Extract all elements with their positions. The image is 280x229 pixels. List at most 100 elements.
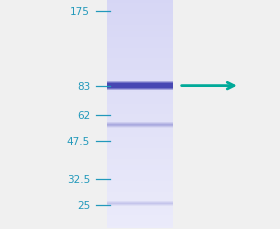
Bar [107, 206, 173, 207]
Bar [107, 112, 173, 113]
Bar [107, 71, 173, 73]
Bar [107, 11, 173, 13]
Bar [107, 124, 173, 125]
Bar [107, 89, 173, 90]
Bar [107, 204, 173, 205]
Bar [107, 210, 173, 211]
Bar [107, 59, 173, 60]
Bar [107, 218, 173, 220]
Text: 47.5: 47.5 [67, 137, 90, 147]
Bar [107, 119, 173, 120]
Bar [107, 128, 173, 129]
Bar [107, 226, 173, 228]
Bar [107, 6, 173, 7]
Bar [107, 21, 173, 22]
Bar [107, 66, 173, 67]
Bar [107, 19, 173, 21]
Bar [107, 27, 173, 29]
Bar [107, 87, 173, 88]
Bar [107, 130, 173, 131]
Bar [107, 216, 173, 218]
Bar [107, 99, 173, 100]
Bar [107, 91, 173, 92]
Bar [107, 34, 173, 35]
Bar [107, 69, 173, 70]
Bar [107, 14, 173, 15]
Bar [107, 196, 173, 197]
Bar [107, 211, 173, 212]
Bar [107, 85, 173, 86]
Bar [107, 139, 173, 141]
Bar [107, 160, 173, 161]
Bar [107, 7, 173, 8]
Bar [107, 185, 173, 186]
Text: 175: 175 [70, 7, 90, 17]
Bar [107, 225, 173, 226]
Bar [107, 191, 173, 193]
Bar [107, 84, 173, 85]
Bar [107, 88, 173, 89]
Bar [107, 151, 173, 152]
Bar [107, 79, 173, 81]
Bar [107, 85, 173, 86]
Bar [107, 5, 173, 6]
Bar [107, 98, 173, 99]
Bar [107, 47, 173, 48]
Bar [107, 16, 173, 17]
Bar [107, 38, 173, 39]
Bar [107, 44, 173, 46]
Bar [107, 39, 173, 40]
Bar [107, 104, 173, 105]
Bar [107, 103, 173, 104]
Bar [107, 35, 173, 36]
Bar [107, 64, 173, 65]
Bar [107, 33, 173, 34]
Bar [107, 162, 173, 163]
Bar [107, 17, 173, 18]
Bar [107, 1, 173, 3]
Bar [107, 126, 173, 127]
Bar [107, 3, 173, 4]
Bar [107, 168, 173, 169]
Bar [107, 56, 173, 57]
Bar [107, 144, 173, 145]
Bar [107, 61, 173, 63]
Bar [107, 187, 173, 188]
Bar [107, 208, 173, 210]
Bar [107, 86, 173, 87]
Bar [107, 46, 173, 47]
Bar [107, 109, 173, 110]
Bar [107, 74, 173, 75]
Bar [107, 100, 173, 101]
Bar [107, 221, 173, 222]
Bar [107, 189, 173, 190]
Bar [107, 84, 173, 85]
Bar [107, 63, 173, 64]
Bar [107, 131, 173, 133]
Bar [107, 154, 173, 155]
Bar [107, 142, 173, 143]
Bar [107, 75, 173, 76]
Bar [107, 172, 173, 173]
Bar [107, 200, 173, 202]
Bar [107, 36, 173, 38]
Bar [107, 93, 173, 94]
Bar [107, 155, 173, 156]
Bar [107, 121, 173, 123]
Bar [107, 152, 173, 153]
Bar [107, 116, 173, 117]
Bar [107, 125, 173, 126]
Bar [107, 164, 173, 165]
Bar [107, 96, 173, 98]
Bar [107, 195, 173, 196]
Bar [107, 158, 173, 159]
Bar [107, 50, 173, 51]
Bar [107, 224, 173, 225]
Bar [107, 193, 173, 194]
Bar [107, 29, 173, 30]
Bar [107, 169, 173, 170]
Text: 62: 62 [77, 110, 90, 120]
Bar [107, 212, 173, 213]
Text: 32.5: 32.5 [67, 174, 90, 184]
Text: 25: 25 [77, 200, 90, 210]
